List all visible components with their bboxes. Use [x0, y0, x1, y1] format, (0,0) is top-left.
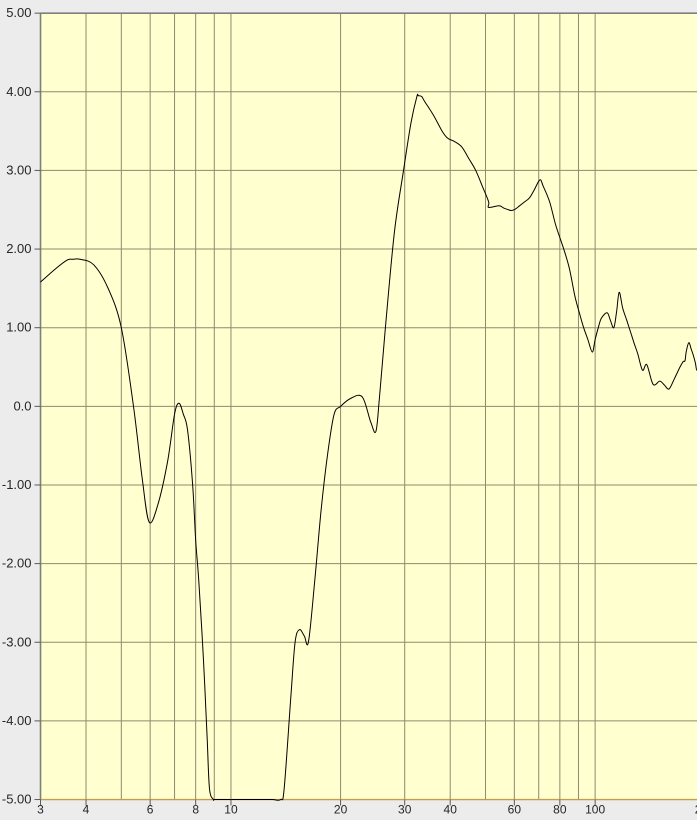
- svg-text:-5.00: -5.00: [2, 792, 32, 807]
- svg-text:3: 3: [37, 803, 44, 817]
- svg-text:40: 40: [444, 803, 458, 817]
- svg-text:-2.00: -2.00: [2, 556, 32, 571]
- svg-text:4: 4: [83, 803, 90, 817]
- svg-text:30: 30: [398, 803, 412, 817]
- svg-text:0.0: 0.0: [13, 398, 31, 413]
- svg-text:100: 100: [585, 803, 605, 817]
- svg-text:6: 6: [147, 803, 154, 817]
- svg-text:2.00: 2.00: [6, 241, 31, 256]
- svg-text:3.00: 3.00: [6, 162, 31, 177]
- svg-text:4.00: 4.00: [6, 84, 31, 99]
- svg-text:1.00: 1.00: [6, 320, 31, 335]
- svg-text:5.00: 5.00: [6, 5, 31, 20]
- svg-text:-1.00: -1.00: [2, 477, 32, 492]
- svg-text:20: 20: [334, 803, 348, 817]
- svg-text:8: 8: [192, 803, 199, 817]
- svg-text:80: 80: [553, 803, 567, 817]
- svg-text:-3.00: -3.00: [2, 634, 32, 649]
- svg-text:-4.00: -4.00: [2, 713, 32, 728]
- svg-text:10: 10: [224, 803, 238, 817]
- svg-text:60: 60: [508, 803, 522, 817]
